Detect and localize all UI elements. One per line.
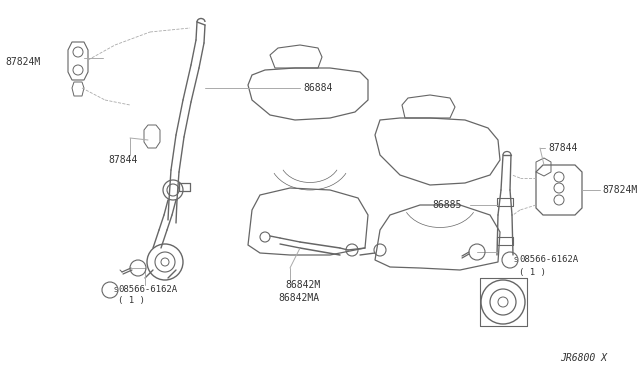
Text: 08566-6162A: 08566-6162A xyxy=(118,285,177,295)
Text: 86842MA: 86842MA xyxy=(278,293,319,303)
Text: ( 1 ): ( 1 ) xyxy=(519,267,546,276)
Text: 87824M: 87824M xyxy=(602,185,637,195)
Text: S: S xyxy=(113,287,117,293)
Text: JR6800 X: JR6800 X xyxy=(560,353,607,363)
Text: 86885: 86885 xyxy=(432,200,461,210)
Text: 87844: 87844 xyxy=(548,143,577,153)
Text: 87824M: 87824M xyxy=(5,57,40,67)
Text: ( 1 ): ( 1 ) xyxy=(118,295,145,305)
Text: 86884: 86884 xyxy=(303,83,332,93)
Text: S: S xyxy=(513,257,517,263)
Text: 86842M: 86842M xyxy=(285,280,320,290)
Text: 08566-6162A: 08566-6162A xyxy=(519,256,578,264)
Text: 87844: 87844 xyxy=(108,155,138,165)
